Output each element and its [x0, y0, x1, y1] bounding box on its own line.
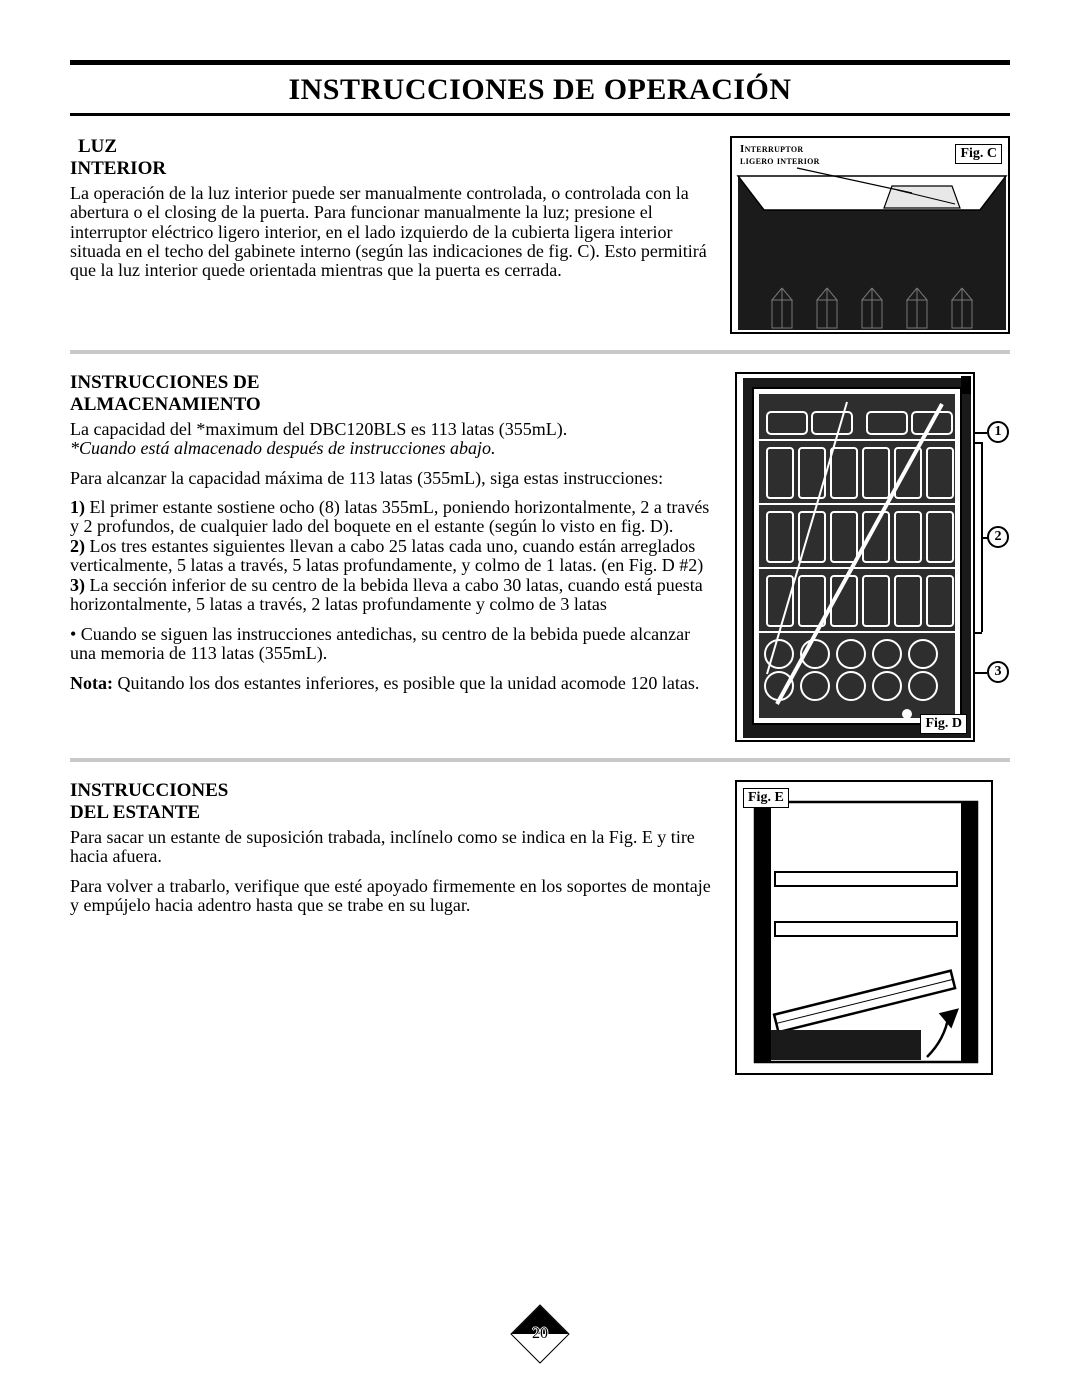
body-paragraph: Para volver a trabarlo, verifique que es…	[70, 877, 717, 916]
figC-illustration	[732, 138, 1012, 336]
body-paragraph: Para sacar un estante de suposición trab…	[70, 828, 717, 867]
heading-line: INTERIOR	[70, 158, 166, 179]
list-item-2: 2) Los tres estantes siguientes llevan a…	[70, 537, 717, 576]
figD-illustration	[737, 374, 977, 744]
section2-text: INSTRUCCIONES DE ALMACENAMIENTO La capac…	[70, 372, 717, 742]
separator	[70, 758, 1010, 762]
callout-line	[975, 632, 982, 634]
body-paragraph: La operación de la luz interior puede se…	[70, 184, 712, 281]
item-number: 2)	[70, 536, 85, 556]
callout-line	[975, 442, 982, 444]
callout-1: 1	[987, 421, 1009, 443]
section1-text: LUZ INTERIOR La operación de la luz inte…	[70, 136, 712, 334]
heading-line: INSTRUCCIONES DE	[70, 372, 260, 393]
figC-caption: Interruptor ligero interior	[740, 144, 820, 167]
section1-body: La operación de la luz interior puede se…	[70, 184, 712, 281]
section2-body: La capacidad del *maximum del DBC120BLS …	[70, 420, 717, 693]
page-number-text: 20	[519, 1313, 561, 1355]
section-estante: INSTRUCCIONES DEL ESTANTE Para sacar un …	[70, 780, 1010, 1075]
figE-illustration	[737, 782, 995, 1077]
caption-line: ligero interior	[740, 155, 820, 167]
section1-heading: LUZ INTERIOR	[70, 136, 712, 180]
rule-under-title	[70, 113, 1010, 116]
figure-c: Interruptor ligero interior Fig. C	[730, 136, 1010, 334]
separator	[70, 350, 1010, 354]
figure-d-wrap: Fig. D 1 2 3	[735, 372, 1010, 742]
list-item-3: 3) La sección inferior de su centro de l…	[70, 576, 717, 615]
section3-heading: INSTRUCCIONES DEL ESTANTE	[70, 780, 717, 824]
item-number: 3)	[70, 575, 85, 595]
section3-body: Para sacar un estante de suposición trab…	[70, 828, 717, 916]
figure-e-wrap: Fig. E	[735, 780, 1010, 1075]
page-number: 20	[519, 1313, 561, 1355]
body-bullet: • Cuando se siguen las instrucciones ant…	[70, 625, 717, 664]
callout-2: 2	[987, 526, 1009, 548]
heading-line: ALMACENAMIENTO	[70, 394, 261, 415]
section2-heading: INSTRUCCIONES DE ALMACENAMIENTO	[70, 372, 717, 416]
figure-e: Fig. E	[735, 780, 993, 1075]
item-text: Los tres estantes siguientes llevan a ca…	[70, 536, 703, 575]
figD-label: Fig. D	[920, 714, 967, 734]
section-luz-interior: LUZ INTERIOR La operación de la luz inte…	[70, 136, 1010, 334]
callout-line	[975, 432, 987, 434]
body-paragraph: La capacidad del *maximum del DBC120BLS …	[70, 420, 717, 439]
callout-3: 3	[987, 661, 1009, 683]
section-almacenamiento: INSTRUCCIONES DE ALMACENAMIENTO La capac…	[70, 372, 1010, 742]
section3-text: INSTRUCCIONES DEL ESTANTE Para sacar un …	[70, 780, 717, 1075]
item-text: La sección inferior de su centro de la b…	[70, 575, 703, 614]
heading-line: DEL ESTANTE	[70, 802, 200, 823]
rule-top	[70, 60, 1010, 65]
page-title: INSTRUCCIONES DE OPERACIÓN	[70, 73, 1010, 107]
body-note: Nota: Quitando los dos estantes inferior…	[70, 674, 717, 693]
heading-line: LUZ	[70, 136, 712, 158]
note-text: Quitando los dos estantes inferiores, es…	[113, 673, 699, 693]
figure-d: Fig. D	[735, 372, 975, 742]
body-note-italic: *Cuando está almacenado después de instr…	[70, 439, 717, 458]
item-number: 1)	[70, 497, 85, 517]
figE-label: Fig. E	[743, 788, 789, 808]
manual-page: INSTRUCCIONES DE OPERACIÓN LUZ INTERIOR …	[0, 0, 1080, 1129]
caption-line: Interruptor	[740, 143, 803, 155]
heading-line: INSTRUCCIONES	[70, 780, 228, 801]
list-item-1: 1) El primer estante sostiene ocho (8) l…	[70, 498, 717, 537]
note-label: Nota:	[70, 673, 113, 693]
item-text: El primer estante sostiene ocho (8) lata…	[70, 497, 709, 536]
figC-label: Fig. C	[955, 144, 1002, 164]
callout-line	[975, 672, 987, 674]
body-paragraph: Para alcanzar la capacidad máxima de 113…	[70, 469, 717, 488]
